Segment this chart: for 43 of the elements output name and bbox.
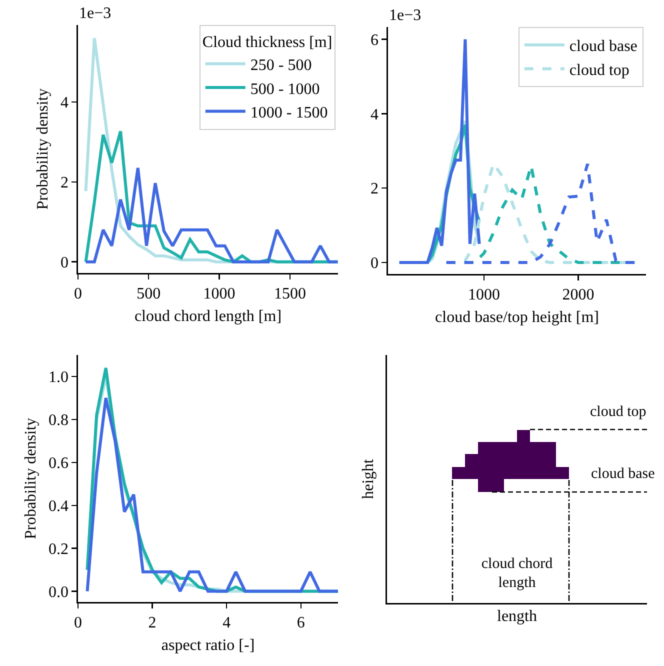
x-tick-label: 4 — [222, 614, 231, 632]
y-tick-label: 0.2 — [48, 540, 68, 558]
y-tick-label: 6 — [370, 32, 378, 49]
y-tick-label: 0.4 — [48, 498, 68, 515]
text: cloud top — [590, 404, 646, 420]
y-tick-label: 2 — [370, 180, 378, 198]
x-tick-label: 2 — [148, 614, 156, 632]
y-tick-label: 0.8 — [48, 412, 68, 430]
x-tick-label: 1000 — [468, 286, 500, 304]
x-axis-title: cloud base/top height [m] — [435, 309, 599, 326]
legend-label: cloud top — [569, 62, 630, 79]
legend-label: 1000 - 1500 — [250, 104, 328, 122]
y-tick-label: 1.0 — [48, 369, 68, 386]
x-tick-label: 6 — [296, 614, 305, 632]
line-series — [398, 38, 481, 264]
y-tick-label: 4 — [60, 94, 68, 112]
x-tick-label: 0 — [74, 614, 82, 632]
legend-label: 500 - 1000 — [250, 80, 320, 98]
text: 1e−3 — [389, 7, 422, 24]
x-axis-title: aspect ratio [-] — [161, 637, 255, 654]
y-tick-label: 0.0 — [48, 584, 68, 601]
text: cloud base — [591, 466, 656, 482]
y-tick-label: 0 — [370, 255, 378, 272]
y-tick-label: 0 — [60, 254, 68, 272]
x-tick-label: 0 — [74, 286, 82, 302]
y-tick-label: 0.6 — [48, 454, 68, 472]
x-tick-label: 1000 — [203, 286, 236, 302]
line-series — [84, 166, 338, 264]
legend-label: cloud base — [569, 38, 638, 56]
y-axis-title: Probability density — [22, 418, 40, 540]
legend-label: 250 - 500 — [250, 56, 312, 74]
y-tick-label: 2 — [60, 174, 68, 192]
y-axis-title: Probability density — [34, 88, 52, 210]
text: height — [360, 458, 377, 499]
x-tick-label: 1500 — [274, 286, 306, 302]
x-axis-title: cloud chord length [m] — [134, 308, 282, 326]
text: length — [497, 608, 537, 625]
x-tick-label: 2000 — [562, 286, 594, 304]
x-tick-label: 500 — [136, 286, 161, 302]
y-tick-label: 4 — [370, 106, 378, 124]
text: 1e−3 — [79, 5, 112, 22]
text: cloud chord length — [480, 555, 554, 593]
legend-title: Cloud thickness [m] — [202, 34, 332, 51]
